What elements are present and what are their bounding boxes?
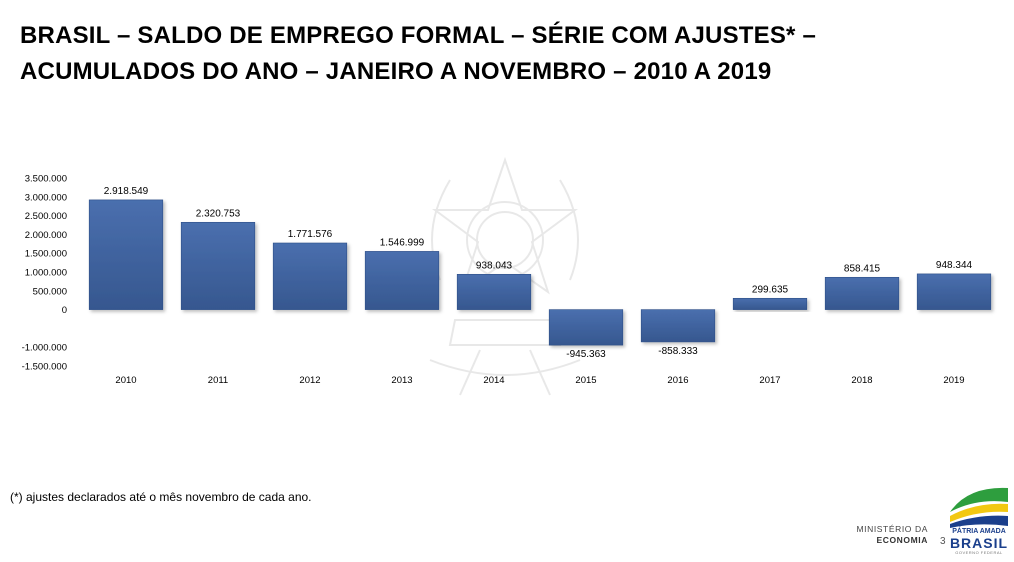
bar-2012 [272,242,348,310]
bar-2011 [180,221,256,310]
bar-2016 [640,309,716,343]
value-label-2013: 1.546.999 [380,237,425,248]
x-axis-tick-labels: 2010 2011 2012 2013 2014 2015 2016 2017 2018 2019 [115,375,964,386]
footnote: (*) ajustes declarados até o mês novembr… [10,490,312,504]
bar-2018 [824,277,900,310]
x-tick-label-2013: 2013 [391,375,412,386]
brazil-flag-swoosh-icon [950,487,1008,528]
bar-2013 [364,251,440,310]
government-logo: PÁTRIA AMADA BRASIL GOVERNO FEDERAL [948,482,1010,558]
x-tick-label-2017: 2017 [759,375,780,386]
x-tick-label-2011: 2011 [208,375,228,386]
bar-2017 [732,298,808,310]
value-label-2010: 2.918.549 [104,186,149,197]
y-tick-label: 2.500.000 [25,211,67,222]
data-labels: 2.918.549 2.320.753 1.771.576 1.546.999 938.… [104,186,973,360]
ministry-logo-text: MINISTÉRIO DA ECONOMIA [856,524,928,546]
bar-2019 [916,273,992,310]
page-title: BRASIL – SALDO DE EMPREGO FORMAL – SÉRIE… [20,18,980,90]
bar-chart: 3.500.000 3.000.000 2.500.000 2.000.000 1.50… [22,174,992,386]
logo-line-1: PÁTRIA AMADA [952,528,1006,535]
y-axis-tick-labels: 3.500.000 3.000.000 2.500.000 2.000.000 1.50… [22,174,67,373]
bar-2015 [548,309,624,346]
x-tick-label-2015: 2015 [575,375,596,386]
bar-2010 [88,199,164,310]
logo-line-3: GOVERNO FEDERAL [955,550,1003,555]
y-tick-label: -1.500.000 [22,362,67,373]
x-tick-label-2016: 2016 [667,375,688,386]
value-label-2016: -858.333 [658,346,698,357]
bar-series [88,199,992,346]
logo-line-2: BRASIL [949,535,1009,551]
title-line-1: BRASIL – SALDO DE EMPREGO FORMAL – SÉRIE… [20,22,817,49]
x-tick-label-2018: 2018 [851,375,872,386]
value-label-2018: 858.415 [844,263,881,274]
value-label-2017: 299.635 [752,284,789,295]
bar-2014 [456,274,532,310]
y-tick-label: 3.000.000 [25,192,67,203]
value-label-2015: -945.363 [566,349,606,360]
y-tick-label: 3.500.000 [25,174,67,185]
y-tick-label: -1.000.000 [22,343,67,354]
ministry-line-2: ECONOMIA [876,535,928,545]
value-label-2011: 2.320.753 [196,208,241,219]
y-tick-label: 1.500.000 [25,249,67,260]
x-tick-label-2012: 2012 [299,375,320,386]
value-label-2019: 948.344 [936,260,973,271]
value-label-2014: 938.043 [476,260,513,271]
ministry-line-1: MINISTÉRIO DA [856,524,928,534]
value-label-2012: 1.771.576 [288,229,333,240]
x-tick-label-2019: 2019 [943,375,964,386]
x-tick-label-2014: 2014 [483,375,504,386]
y-tick-label: 500.000 [33,286,67,297]
y-tick-label: 0 [62,305,67,316]
y-tick-label: 1.000.000 [25,268,67,279]
x-tick-label-2010: 2010 [115,375,136,386]
title-line-2: ACUMULADOS DO ANO – JANEIRO A NOVEMBRO –… [20,58,772,85]
y-tick-label: 2.000.000 [25,230,67,241]
page-number: 3 [940,536,946,547]
